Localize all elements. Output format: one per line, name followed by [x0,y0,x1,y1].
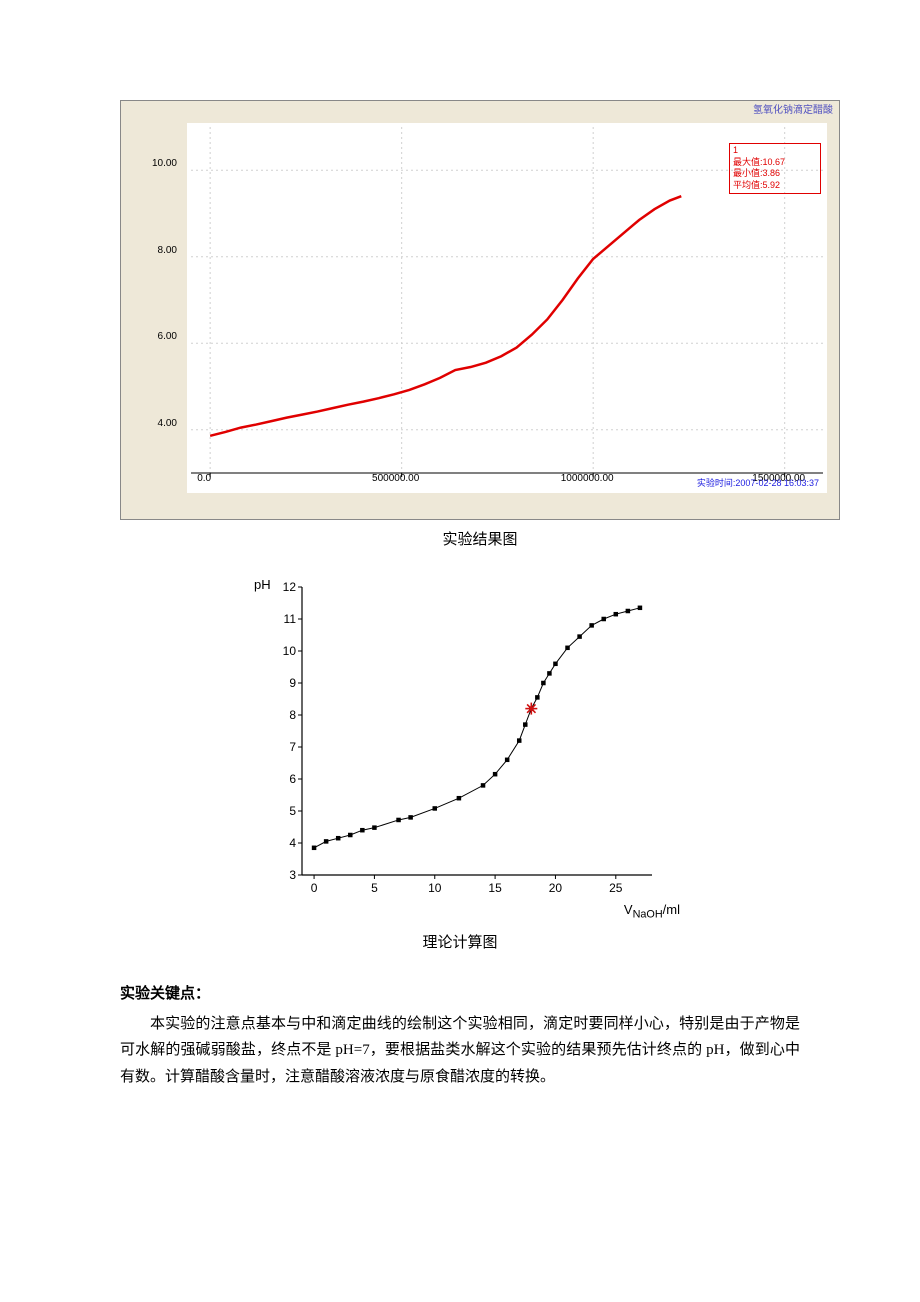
chart2-ytick: 5 [268,804,296,818]
chart2-ytick: 11 [268,612,296,626]
chart1-ytick: 8.00 [137,245,177,256]
chart2-ytick: 8 [268,708,296,722]
chart2-ytick: 7 [268,740,296,754]
chart2-xtick: 15 [488,881,501,895]
chart1-stats-box: 1最大值:10.67最小值:3.86平均值:5.92 [729,143,821,194]
experiment-chart: 氢氧化钠滴定醋酸 1最大值:10.67最小值:3.86平均值:5.92 实验时间… [120,100,840,549]
chart1-plot-area: 1最大值:10.67最小值:3.86平均值:5.92 实验时间:2007-02-… [187,123,827,493]
chart1-timestamp: 实验时间:2007-02-28 16:03:37 [697,476,819,489]
chart2-ytick: 9 [268,676,296,690]
chart2-xtick: 5 [371,881,378,895]
chart1-ytick: 6.00 [137,331,177,342]
chart1-ytick: 4.00 [137,418,177,429]
chart2-xtick: 25 [609,881,622,895]
chart2-xlabel: VNaOH/ml [624,902,680,921]
chart2-caption: 理论计算图 [250,931,670,952]
chart1-xtick: 0.0 [197,473,211,484]
chart2-ytick: 12 [268,580,296,594]
chart1-frame: 氢氧化钠滴定醋酸 1最大值:10.67最小值:3.86平均值:5.92 实验时间… [120,100,840,520]
chart2-svg [290,579,670,889]
chart1-xtick: 500000.00 [372,473,419,484]
chart2-ytick: 4 [268,836,296,850]
chart2-xtick: 20 [549,881,562,895]
chart1-xtick: 1000000.00 [561,473,614,484]
body-paragraph: 本实验的注意点基本与中和滴定曲线的绘制这个实验相同，滴定时要同样小心，特别是由于… [120,1011,800,1090]
section-heading: 实验关键点： [120,982,800,1003]
chart2-ytick: 3 [268,868,296,882]
chart2-ytick: 6 [268,772,296,786]
theory-chart: 3456789101112 0510152025 pH VNaOH/ml 理论计… [250,579,670,952]
chart1-ytick: 10.00 [137,158,177,169]
chart1-title: 氢氧化钠滴定醋酸 [753,101,833,116]
chart2-ylabel: pH [254,577,271,592]
chart2-ytick: 10 [268,644,296,658]
chart1-caption: 实验结果图 [120,528,840,549]
chart2-xtick: 0 [311,881,318,895]
chart2-xtick: 10 [428,881,441,895]
chart2-plot-area: 3456789101112 0510152025 pH VNaOH/ml [290,579,670,889]
